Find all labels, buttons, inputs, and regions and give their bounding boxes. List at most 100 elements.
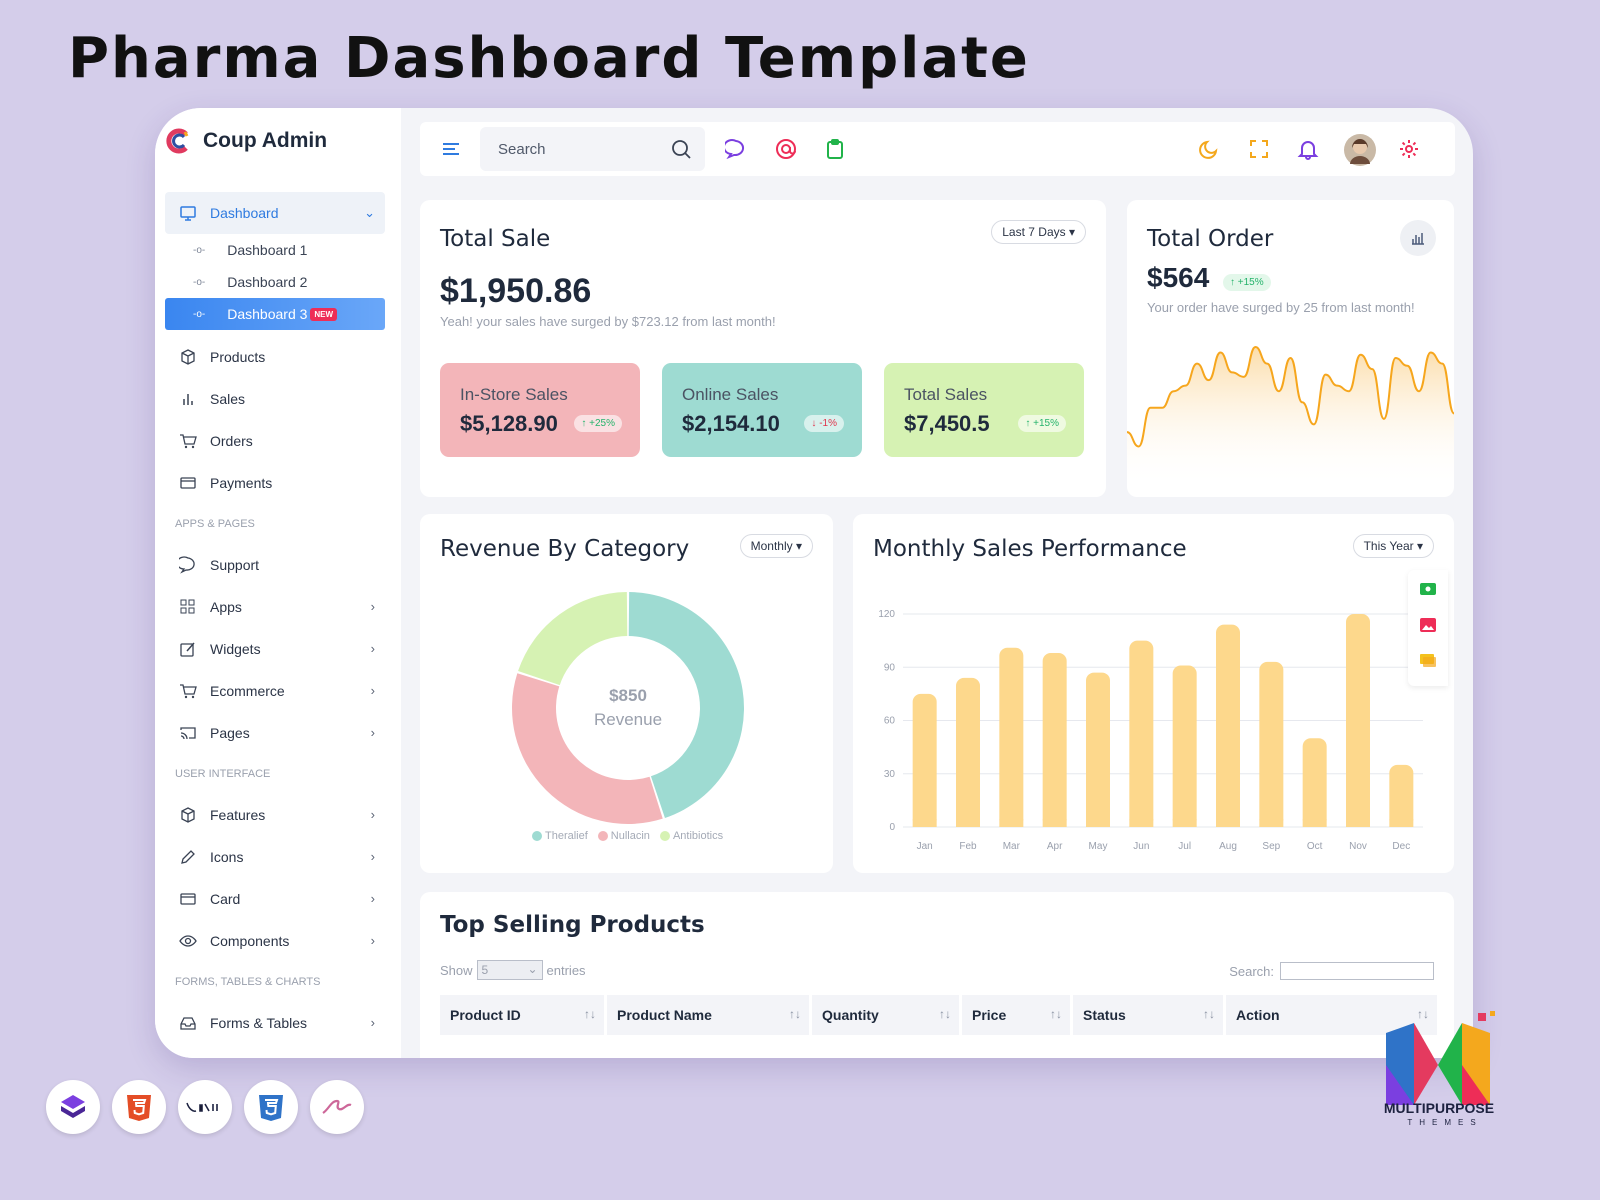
bar-jan[interactable] — [912, 693, 937, 827]
sidebar-item-apps[interactable]: Apps › — [165, 586, 385, 628]
table-search-input[interactable] — [1280, 962, 1434, 980]
x-tick-label: Feb — [959, 841, 977, 852]
bar-jun[interactable] — [1129, 640, 1154, 827]
bar-feb[interactable] — [956, 677, 980, 827]
donut-slice-nullacin[interactable] — [512, 673, 663, 824]
monthly-period-dropdown[interactable]: This Year ▾ — [1352, 534, 1434, 558]
moon-icon[interactable] — [1198, 138, 1222, 162]
bar-apr[interactable] — [1042, 653, 1067, 827]
bar-oct[interactable] — [1302, 738, 1327, 827]
sidebar-item-features[interactable]: Features › — [165, 794, 385, 836]
brand[interactable]: Coup Admin — [165, 128, 327, 154]
revenue-card: Revenue By Category Monthly ▾ $850 Reven… — [420, 514, 833, 873]
sidebar-item-pages[interactable]: Pages › — [165, 712, 385, 754]
bar-mar[interactable] — [999, 647, 1024, 827]
clipboard-icon[interactable] — [824, 138, 848, 162]
sidebar-subitem-dashboard-3[interactable]: -o- Dashboard 3 NEW — [165, 298, 385, 330]
column-header-price[interactable]: Price ↑↓ — [962, 995, 1070, 1035]
column-header-product-id[interactable]: Product ID ↑↓ — [440, 995, 604, 1035]
bar-dec[interactable] — [1389, 764, 1414, 827]
gear-icon[interactable] — [1398, 138, 1422, 162]
products-table: Product ID ↑↓ Product Name ↑↓ Quantity ↑↓ P… — [437, 995, 1440, 1035]
sidebar-item-components[interactable]: Components › — [165, 920, 385, 962]
total-order-note: Your order have surged by 25 from last m… — [1147, 300, 1415, 315]
legend-item[interactable]: Theralief — [532, 830, 588, 842]
avatar[interactable] — [1344, 134, 1376, 166]
chat-icon[interactable] — [723, 138, 749, 162]
bar-jul[interactable] — [1172, 665, 1197, 827]
sidebar-item-widgets[interactable]: Widgets › — [165, 628, 385, 670]
legend-item[interactable]: Nullacin — [597, 830, 650, 842]
chevron-down-icon: ⌄ — [527, 962, 538, 976]
chart-icon-button[interactable] — [1400, 220, 1436, 256]
donut-slice-theralief[interactable] — [628, 592, 744, 818]
column-header-product-name[interactable]: Product Name ↑↓ — [607, 995, 809, 1035]
cart-icon — [179, 682, 197, 700]
section-header-ui: USER INTERFACE — [175, 768, 271, 780]
entries-select[interactable]: 5 ⌄ — [476, 960, 543, 980]
bar-may[interactable] — [1086, 672, 1110, 827]
bar-aug[interactable] — [1216, 624, 1240, 827]
total-sale-card: Total Sale Last 7 Days ▾ $1,950.86 Yeah!… — [420, 200, 1106, 497]
sidebar-item-support[interactable]: Support — [165, 544, 385, 586]
bar-nov[interactable] — [1346, 614, 1370, 827]
sort-icon: ↑↓ — [584, 1007, 596, 1021]
stat-value: $5,128.90 — [460, 411, 558, 436]
sidebar-item-label: Ecommerce — [210, 683, 285, 699]
search-input[interactable]: Search — [480, 127, 705, 171]
sidebar-item-dashboard[interactable]: Dashboard ⌄ — [165, 192, 385, 234]
revenue-title: Revenue By Category — [440, 536, 690, 562]
y-tick-label: 60 — [884, 716, 896, 727]
fullscreen-icon[interactable] — [1248, 138, 1272, 162]
bar-base — [1259, 819, 1284, 827]
multipurpose-brand-sub: THEMES — [1407, 1118, 1483, 1127]
bell-icon[interactable] — [1297, 138, 1321, 162]
top-selling-card: Top Selling Products Show 5 ⌄ entries Sea… — [420, 892, 1454, 1058]
search-icon[interactable] — [671, 139, 691, 159]
sidebar-item-products[interactable]: Products — [165, 336, 385, 378]
chevron-down-icon: ⌄ — [364, 205, 375, 220]
floating-toolbar — [1408, 570, 1448, 686]
legend-item[interactable]: Antibiotics — [659, 830, 723, 842]
table-header-row: Product ID ↑↓ Product Name ↑↓ Quantity ↑↓ P… — [440, 995, 1437, 1035]
total-sale-note: Yeah! your sales have surged by $723.12 … — [440, 314, 776, 329]
new-badge: NEW — [310, 307, 338, 321]
period-dropdown[interactable]: Last 7 Days ▾ — [991, 220, 1086, 244]
revenue-period-dropdown[interactable]: Monthly ▾ — [739, 534, 813, 558]
sass-logo — [310, 1080, 364, 1134]
message-icon[interactable] — [1420, 654, 1436, 673]
bar-sep[interactable] — [1259, 661, 1284, 827]
legend-label: Nullacin — [610, 830, 650, 842]
section-header-forms: FORMS, TABLES & CHARTS — [175, 976, 321, 988]
sidebar-item-ecommerce[interactable]: Ecommerce › — [165, 670, 385, 712]
column-header-status[interactable]: Status ↑↓ — [1073, 995, 1223, 1035]
y-tick-label: 120 — [878, 609, 895, 620]
sidebar-subitem-dashboard-1[interactable]: -o- Dashboard 1 — [165, 234, 385, 266]
column-header-quantity[interactable]: Quantity ↑↓ — [812, 995, 959, 1035]
sidebar-subitem-dashboard-2[interactable]: -o- Dashboard 2 — [165, 266, 385, 298]
total-order-card: Total Order $564 ↑ +15% Your order have … — [1127, 200, 1454, 497]
search-label: Search: — [1229, 963, 1274, 979]
money-icon[interactable] — [1420, 582, 1436, 600]
sort-icon: ↑↓ — [1417, 1007, 1429, 1021]
sidebar-item-icons[interactable]: Icons › — [165, 836, 385, 878]
image-icon[interactable] — [1420, 618, 1436, 637]
sidebar-item-card[interactable]: Card › — [165, 878, 385, 920]
sidebar-item-forms-tables[interactable]: Forms & Tables › — [165, 1002, 385, 1044]
stat-change: +15% — [1033, 418, 1059, 429]
at-sign-icon[interactable] — [775, 138, 799, 162]
cast-icon — [179, 724, 197, 742]
chevron-right-icon: › — [370, 891, 375, 906]
legend-swatch — [532, 831, 542, 841]
entries-control: Show 5 ⌄ entries — [440, 960, 586, 980]
sidebar-item-payments[interactable]: Payments — [165, 462, 385, 504]
stat-card-online: Online Sales $2,154.10 ↓ -1% — [662, 363, 862, 457]
x-tick-label: Sep — [1262, 841, 1280, 852]
bar-base — [1129, 819, 1154, 827]
sidebar-item-orders[interactable]: Orders — [165, 420, 385, 462]
menu-icon[interactable] — [440, 138, 464, 162]
sidebar-item-sales[interactable]: Sales — [165, 378, 385, 420]
bar-base — [956, 819, 980, 827]
donut-slice-antibiotics[interactable] — [518, 592, 628, 686]
circle-icon: -o- — [193, 276, 206, 288]
